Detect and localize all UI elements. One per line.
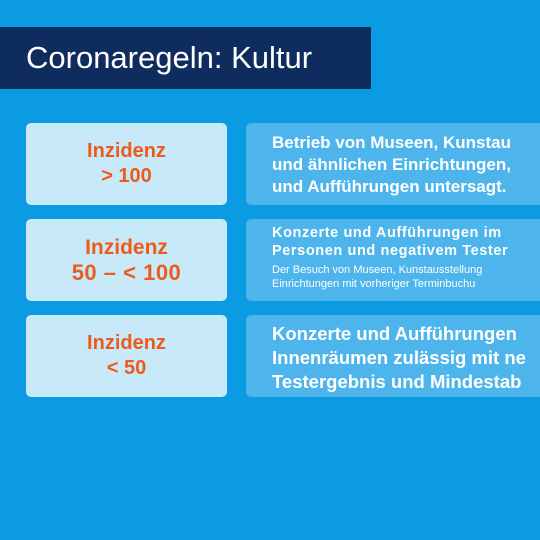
- rule-line: Personen und negativem Tester: [272, 243, 509, 259]
- rule-line: und Aufführungen untersagt.: [272, 177, 507, 196]
- rule-detail-line: Einrichtungen mit vorheriger Terminbuchu: [272, 278, 476, 290]
- rule-line: Betrieb von Museen, Kunstau: [272, 133, 511, 152]
- rule-line: Testergebnis und Mindestab: [272, 371, 522, 392]
- title-bar: Coronaregeln: Kultur: [0, 27, 371, 89]
- incidence-box: Inzidenz < 50: [26, 315, 227, 397]
- rule-detail-line: Der Besuch von Museen, Kunstausstellung: [272, 264, 483, 276]
- incidence-box: Inzidenz > 100: [26, 123, 227, 205]
- rule-main-text: Betrieb von Museen, Kunstau und ähnliche…: [272, 123, 540, 198]
- rule-main-text: Konzerte und Aufführungen im Personen un…: [272, 219, 540, 260]
- page-title: Coronaregeln: Kultur: [26, 40, 313, 75]
- rule-box: Konzerte und Aufführungen im Personen un…: [246, 219, 540, 301]
- rule-line: Konzerte und Aufführungen im: [272, 225, 502, 241]
- rule-line: und ähnlichen Einrichtungen,: [272, 155, 511, 174]
- rule-line: Konzerte und Aufführungen: [272, 323, 517, 344]
- rule-row-medium: Inzidenz 50 – < 100 Konzerte und Aufführ…: [0, 219, 540, 303]
- rule-line: Innenräumen zulässig mit ne: [272, 347, 526, 368]
- rule-row-high: Inzidenz > 100 Betrieb von Museen, Kunst…: [0, 123, 540, 207]
- rule-box: Konzerte und Aufführungen Innenräumen zu…: [246, 315, 540, 397]
- incidence-value: > 100: [101, 165, 152, 187]
- incidence-value: 50 – < 100: [71, 260, 182, 285]
- incidence-value: < 50: [106, 357, 147, 379]
- incidence-label: Inzidenz: [87, 140, 166, 162]
- incidence-box: Inzidenz 50 – < 100: [26, 219, 227, 301]
- rule-detail-text: Der Besuch von Museen, Kunstausstellung …: [272, 260, 540, 291]
- incidence-label: Inzidenz: [85, 236, 168, 259]
- rule-row-low: Inzidenz < 50 Konzerte und Aufführungen …: [0, 315, 540, 399]
- rule-main-text: Konzerte und Aufführungen Innenräumen zu…: [272, 315, 540, 394]
- incidence-label: Inzidenz: [87, 332, 166, 354]
- rule-box: Betrieb von Museen, Kunstau und ähnliche…: [246, 123, 540, 205]
